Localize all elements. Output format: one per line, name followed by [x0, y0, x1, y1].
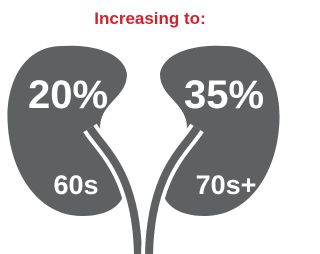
infographic: Increasing to: 20% 60s 35% 70s+: [0, 0, 287, 254]
kidney-age: 60s: [53, 170, 98, 200]
title: Increasing to:: [94, 9, 205, 28]
kidney-value: 35%: [184, 73, 264, 117]
page: {"header": {"title": "Increasing to:"}, …: [0, 0, 287, 254]
kidney-value: 20%: [28, 73, 108, 117]
kidney-age: 70s+: [196, 170, 257, 200]
